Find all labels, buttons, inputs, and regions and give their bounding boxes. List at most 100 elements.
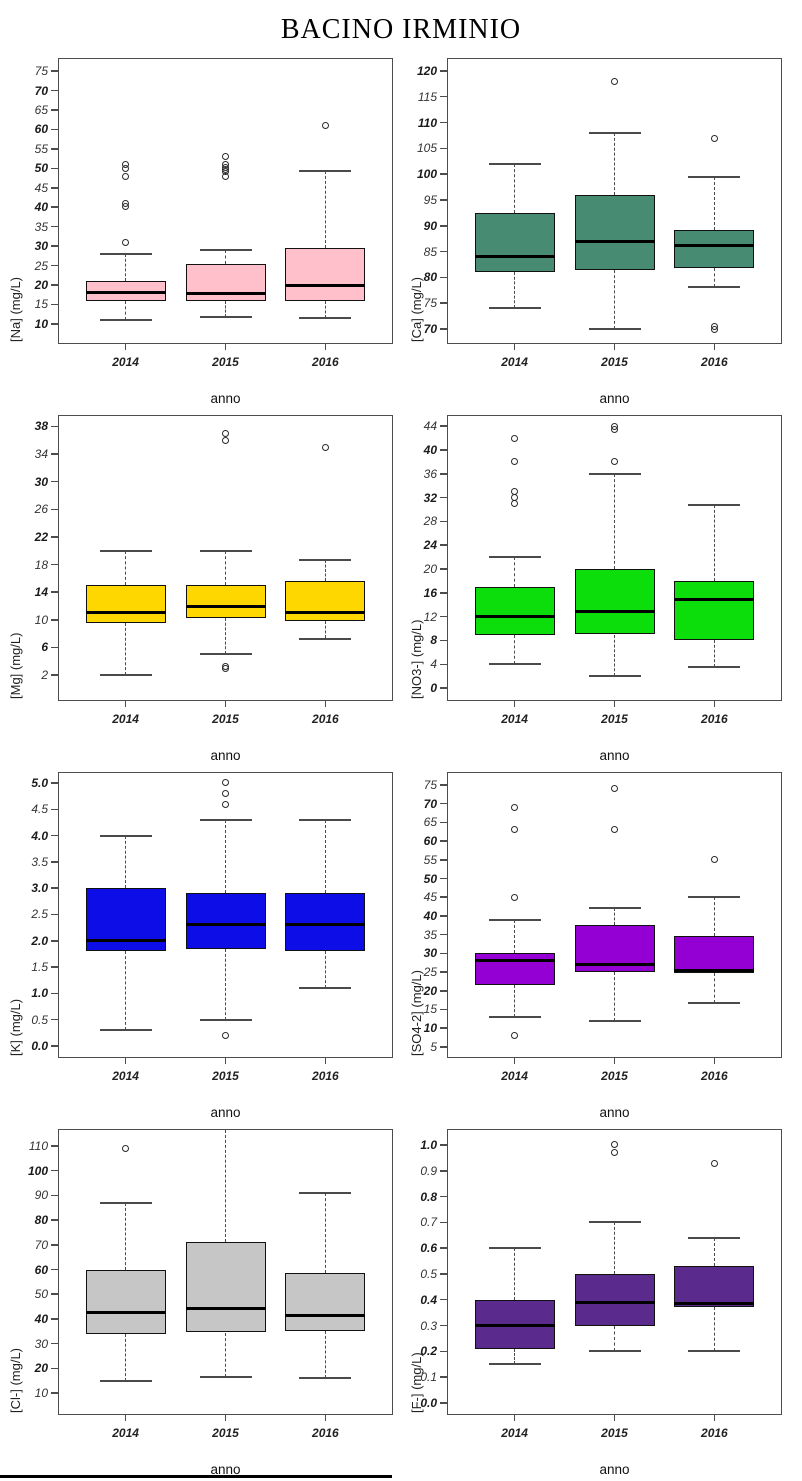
outlier-point xyxy=(222,662,229,670)
upper-whisker xyxy=(124,550,126,586)
y-tick-label: 95 xyxy=(423,192,437,207)
upper-whisker xyxy=(324,819,326,894)
y-tick-mark xyxy=(440,225,447,227)
lower-whisker-cap xyxy=(199,316,252,319)
x-tick-mark xyxy=(713,343,716,350)
x-tick-label: 2016 xyxy=(701,355,728,369)
median-line xyxy=(674,1302,755,1306)
y-tick-mark xyxy=(440,1170,447,1172)
y-tick-mark xyxy=(51,808,58,811)
iqr-box xyxy=(285,893,366,952)
outlier-point xyxy=(122,238,130,246)
outlier-point xyxy=(222,153,229,161)
iqr-box xyxy=(85,281,166,301)
y-tick-mark xyxy=(440,1144,447,1146)
y-tick-label: 20 xyxy=(423,562,437,576)
lower-whisker-cap xyxy=(588,1019,641,1022)
x-tick-label: 2016 xyxy=(312,1069,339,1083)
y-tick-mark xyxy=(51,425,58,428)
x-tick-label: 2014 xyxy=(501,1069,528,1083)
y-tick-mark xyxy=(51,1145,58,1147)
plot-panel: 0.0 0.5 1.0 1.5 2.0 2.5 3.0 3.5 4.0 4.5 5.0 2014 201… xyxy=(31,772,393,1120)
median-line xyxy=(574,963,655,967)
y-tick-label: 36 xyxy=(423,466,437,481)
y-tick-mark xyxy=(440,70,447,72)
y-tick-label: 5 xyxy=(430,1039,437,1054)
y-tick-mark xyxy=(440,544,447,546)
upper-whisker-cap xyxy=(688,896,741,899)
median-line xyxy=(285,611,366,615)
y-tick-label: 0.2 xyxy=(420,1344,437,1359)
outlier-point xyxy=(122,160,130,168)
upper-whisker-cap xyxy=(299,559,352,562)
y-tick-label: 55 xyxy=(423,852,437,867)
median-line xyxy=(85,939,166,943)
y-tick-mark xyxy=(51,646,58,649)
y-tick-label: 0.5 xyxy=(31,1012,48,1027)
iqr-box xyxy=(574,569,655,635)
lower-whisker xyxy=(224,300,226,318)
median-line xyxy=(474,1324,555,1328)
y-tick-mark xyxy=(440,990,447,992)
x-tick-mark xyxy=(324,343,327,350)
y-tick-mark xyxy=(51,206,58,208)
y-tick-label: 10 xyxy=(34,316,48,331)
y-tick-mark xyxy=(440,276,447,279)
x-tick-mark xyxy=(124,1414,127,1421)
upper-whisker xyxy=(613,1222,615,1274)
y-tick-label: 75 xyxy=(34,64,48,79)
median-line xyxy=(474,255,555,259)
x-tick-label: 2015 xyxy=(601,712,628,726)
median-line xyxy=(674,969,755,973)
outlier-point xyxy=(511,893,519,901)
x-tick-mark xyxy=(513,1414,516,1421)
y-tick-mark xyxy=(440,147,447,150)
lower-whisker xyxy=(224,1332,226,1377)
y-tick-mark xyxy=(51,323,58,325)
boxplot-chart: [Cl-] (mg/L) 10 20 30 40 50 60 70 80 90 100 110 201… xyxy=(0,1121,401,1478)
upper-whisker-cap xyxy=(588,907,641,910)
y-tick-mark xyxy=(440,1350,447,1353)
y-tick-mark xyxy=(51,619,58,621)
lower-whisker-cap xyxy=(588,328,641,331)
median-line xyxy=(185,923,266,927)
x-tick-label: 2016 xyxy=(312,355,339,369)
x-tick-mark xyxy=(513,343,516,350)
y-tick-label: 15 xyxy=(423,1002,437,1017)
lower-whisker-cap xyxy=(688,666,741,669)
lower-whisker-cap xyxy=(688,285,741,288)
y-tick-label: 30 xyxy=(34,239,48,254)
y-tick-label: 38 xyxy=(34,419,48,434)
y-tick-label: 8 xyxy=(430,633,437,648)
upper-whisker xyxy=(324,560,326,582)
iqr-box xyxy=(674,580,755,641)
y-tick-label: 5.0 xyxy=(31,775,48,790)
y-tick-mark xyxy=(440,933,447,936)
median-line xyxy=(85,611,166,615)
y-tick-mark xyxy=(51,1045,58,1047)
y-tick-label: 20 xyxy=(34,1361,48,1376)
outlier-point xyxy=(611,826,618,834)
y-tick-label: 70 xyxy=(423,796,437,811)
boxplot-chart: [Ca] (mg/L) 70 75 80 85 90 95 100 105 110 115 120 2… xyxy=(401,50,802,407)
y-tick-label: 12 xyxy=(423,609,437,624)
y-tick-mark xyxy=(440,1221,447,1224)
iqr-box xyxy=(85,585,166,624)
y-tick-label: 75 xyxy=(423,777,437,792)
lower-whisker-cap xyxy=(488,1015,541,1018)
outlier-point xyxy=(611,422,618,430)
y-tick-mark xyxy=(51,453,58,455)
y-tick-mark xyxy=(440,1273,447,1275)
y-tick-label: 0.4 xyxy=(420,1292,437,1307)
y-tick-mark xyxy=(440,802,447,805)
boxplot-chart: [Mg] (mg/L) 2 6 10 14 18 22 26 30 34 38 2014 2015 20… xyxy=(0,407,401,764)
y-tick-label: 65 xyxy=(34,102,48,117)
upper-whisker xyxy=(224,250,226,265)
x-tick-mark xyxy=(224,700,227,707)
iqr-box xyxy=(474,586,555,635)
plot-panel: 10 20 30 40 50 60 70 80 90 100 110 2014 2015 2016 anno xyxy=(28,1129,393,1477)
iqr-box xyxy=(474,212,555,273)
y-tick-label: 25 xyxy=(423,965,437,980)
y-tick-label: 35 xyxy=(34,219,48,234)
y-tick-mark xyxy=(51,992,58,995)
